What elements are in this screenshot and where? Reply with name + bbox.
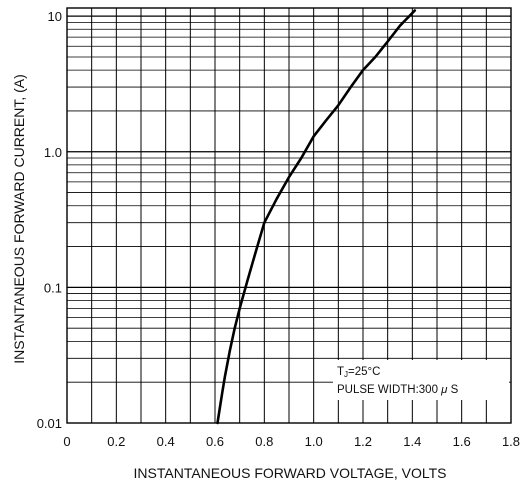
y-tick-label: 0.01 — [37, 416, 62, 431]
plot-frame — [66, 7, 512, 424]
x-tick-label: 1.6 — [453, 434, 471, 449]
annotation-s: S — [447, 384, 458, 396]
x-tick-label: 1.2 — [354, 434, 372, 449]
y-tick-labels: 0.01 0.1 1.0 10 — [37, 9, 62, 431]
annotation-box: TJ=25°C PULSE WIDTH:300 μ S — [333, 360, 509, 400]
x-tick-label: 0.6 — [206, 434, 224, 449]
x-axis-label: INSTANTANEOUS FORWARD VOLTAGE, VOLTS — [134, 465, 447, 481]
annotation-j-subscript: J — [344, 370, 348, 379]
x-tick-label: 1.4 — [403, 434, 421, 449]
y-tick-label: 0.1 — [44, 280, 62, 295]
annotation-t: T — [337, 366, 344, 378]
plot-border — [66, 7, 512, 424]
y-axis-label: INSTANTANEOUS FORWARD CURRENT, (A) — [11, 74, 27, 364]
annotation-background — [333, 360, 509, 400]
y-tick-label: 1.0 — [44, 145, 62, 160]
x-tick-label: 1.0 — [305, 434, 323, 449]
x-tick-label: 1.8 — [502, 434, 520, 449]
annotation-temp: =25°C — [348, 366, 380, 378]
x-tick-label: 0.8 — [255, 434, 273, 449]
x-tick-label: 0.2 — [107, 434, 125, 449]
annotation-pulse: PULSE WIDTH:300 — [337, 384, 441, 396]
x-tick-label: 0 — [63, 434, 70, 449]
annotation-line-2: PULSE WIDTH:300 μ S — [337, 384, 459, 396]
x-tick-labels: 0 0.2 0.4 0.6 0.8 1.0 1.2 1.4 1.6 1.8 — [63, 434, 520, 449]
x-tick-label: 0.4 — [157, 434, 175, 449]
series — [216, 9, 417, 425]
y-tick-label: 10 — [48, 9, 62, 24]
grid — [67, 8, 511, 423]
annotation-mu: μ — [440, 384, 448, 396]
annotation-line-1: TJ=25°C — [337, 366, 380, 379]
forward-current-curve — [216, 9, 417, 425]
